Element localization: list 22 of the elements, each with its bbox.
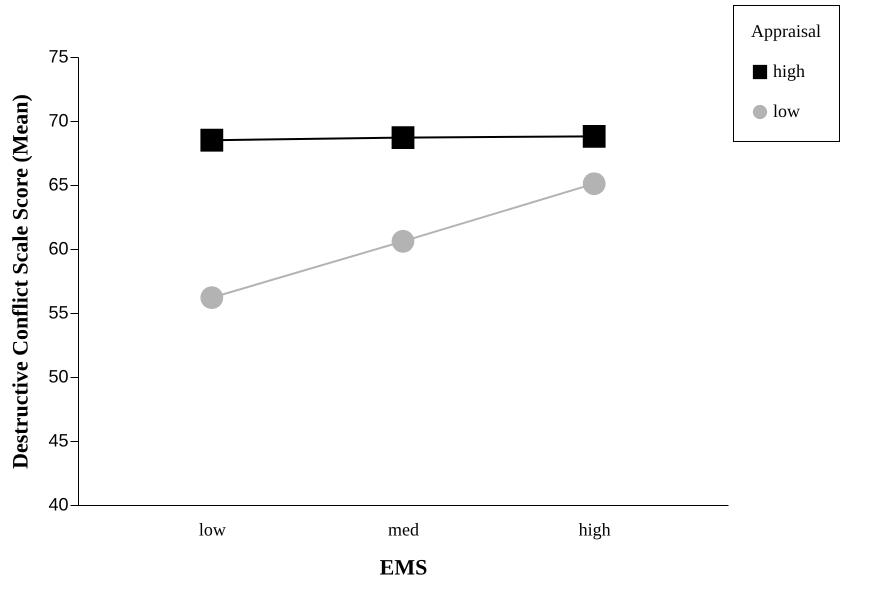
y-tick-label: 65 <box>48 174 68 194</box>
y-axis-title: Destructive Conflict Scale Score (Mean) <box>7 94 32 469</box>
legend-label: high <box>773 61 806 81</box>
point <box>200 286 224 310</box>
y-tick-label: 50 <box>48 366 68 386</box>
x-tick-label: high <box>578 520 611 540</box>
y-tick-label: 75 <box>48 46 68 66</box>
legend-label: low <box>773 101 800 121</box>
x-tick-label: low <box>198 520 226 540</box>
point <box>392 126 414 150</box>
y-tick-label: 45 <box>48 430 68 450</box>
point <box>582 124 606 148</box>
point <box>392 230 414 253</box>
x-tick-label: med <box>388 520 419 540</box>
y-tick-label: 60 <box>48 238 68 258</box>
y-tick-label: 70 <box>48 110 68 130</box>
legend-title: Appraisal <box>751 21 821 41</box>
point <box>200 128 224 152</box>
y-tick-label: 40 <box>48 494 68 514</box>
point <box>582 172 606 196</box>
y-tick-label: 55 <box>48 302 68 322</box>
x-axis-title: EMS <box>380 554 428 580</box>
